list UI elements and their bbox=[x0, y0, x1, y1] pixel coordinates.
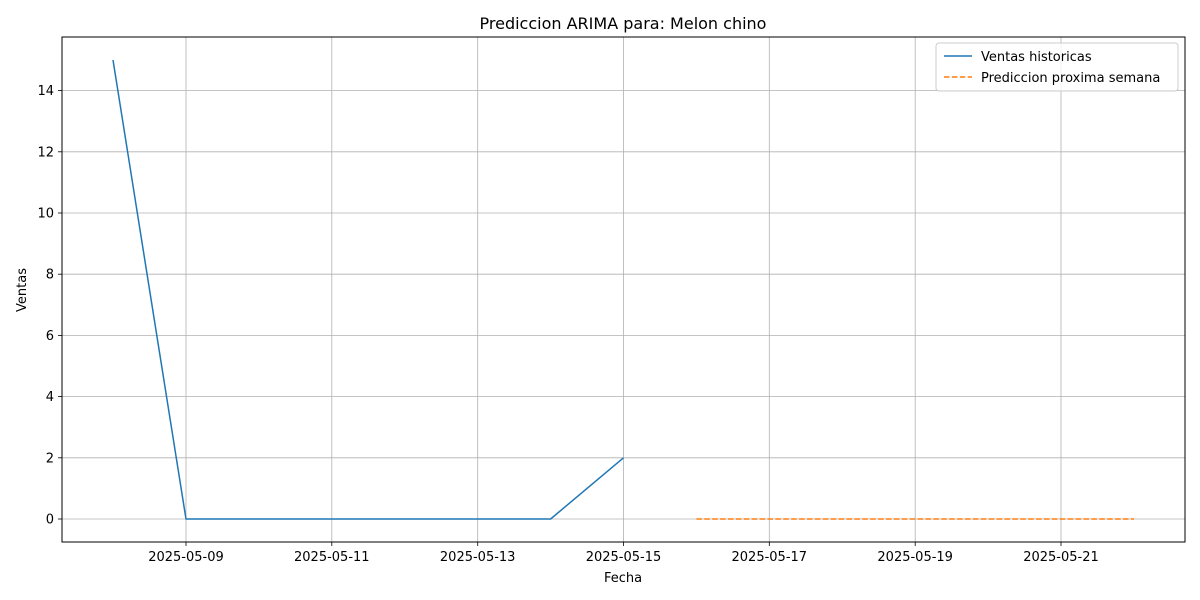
y-tick-label: 12 bbox=[37, 145, 54, 160]
legend-box bbox=[935, 42, 1179, 92]
x-axis: 2025-05-09 2025-05-11 2025-05-13 2025-05-15… bbox=[148, 542, 1099, 565]
x-tick-label: 2025-05-17 bbox=[732, 550, 808, 565]
y-tick-label: 8 bbox=[46, 268, 54, 283]
legend-label-prediccion: Prediccion proxima semana bbox=[981, 71, 1160, 86]
x-tick-label: 2025-05-21 bbox=[1023, 550, 1099, 565]
legend-label-ventas-historicas: Ventas historicas bbox=[981, 50, 1092, 65]
y-axis-label: Ventas bbox=[15, 268, 30, 312]
legend: Ventas historicas Prediccion proxima sem… bbox=[935, 42, 1179, 92]
x-tick-label: 2025-05-11 bbox=[294, 550, 370, 565]
x-tick-label: 2025-05-15 bbox=[586, 550, 662, 565]
y-tick-label: 10 bbox=[37, 207, 54, 222]
series-group bbox=[112, 59, 1134, 520]
chart-title: Prediccion ARIMA para: Melon chino bbox=[480, 14, 767, 33]
y-tick-label: 4 bbox=[46, 390, 54, 405]
x-axis-label: Fecha bbox=[604, 571, 642, 586]
x-tick-label: 2025-05-13 bbox=[440, 550, 516, 565]
y-tick-label: 0 bbox=[46, 513, 54, 528]
y-tick-label: 2 bbox=[46, 451, 54, 466]
series-line-ventas-historicas bbox=[112, 59, 624, 520]
y-tick-label: 14 bbox=[37, 84, 54, 99]
x-tick-label: 2025-05-19 bbox=[877, 550, 953, 565]
grid bbox=[62, 37, 1185, 542]
y-tick-label: 6 bbox=[46, 329, 54, 344]
y-axis: 0 2 4 6 8 10 12 14 bbox=[37, 84, 62, 528]
x-tick-label: 2025-05-09 bbox=[148, 550, 224, 565]
